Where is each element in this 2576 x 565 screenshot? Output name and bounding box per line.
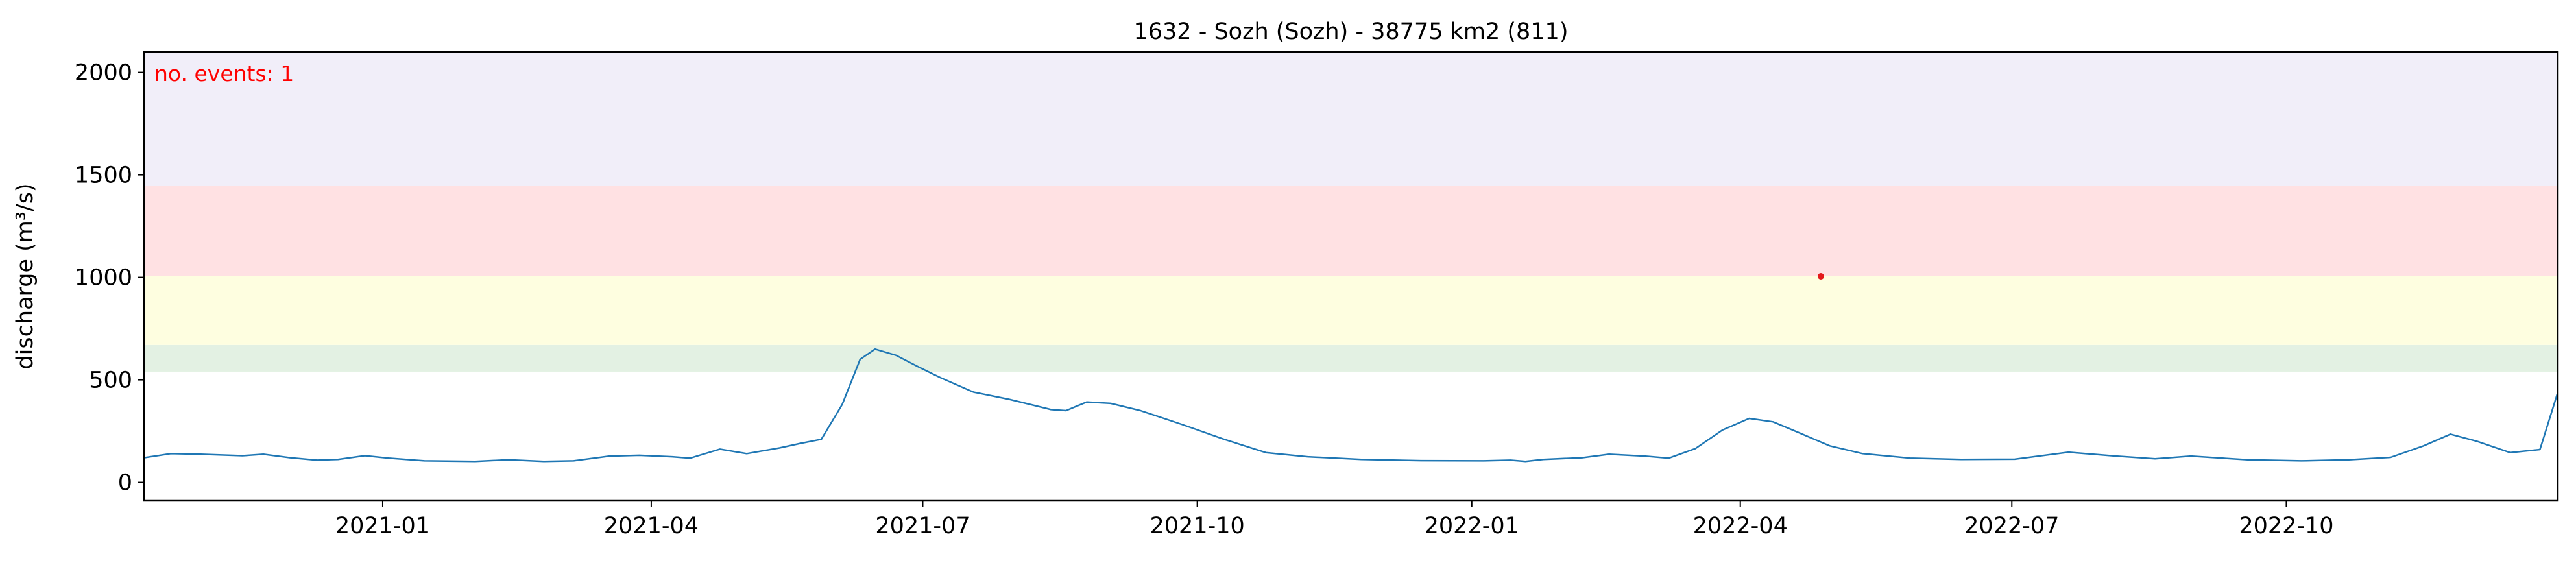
x-axis-ticks: 2021-01 2021-04 2021-07 2021-10 2022-01 2022-… bbox=[335, 501, 2334, 539]
event-markers bbox=[1817, 273, 1824, 280]
threshold-bands bbox=[144, 52, 2558, 372]
y-tick-label: 1000 bbox=[75, 265, 132, 291]
x-tick-label: 2021-07 bbox=[875, 513, 970, 539]
x-tick-label: 2021-10 bbox=[1150, 513, 1245, 539]
y-axis-ticks: 0 500 1000 1500 2000 bbox=[75, 60, 144, 496]
series-line-1 bbox=[143, 348, 2559, 463]
y-tick-label: 500 bbox=[89, 368, 132, 394]
x-tick-label: 2022-10 bbox=[2239, 513, 2333, 539]
events-count-annotation: no. events: 1 bbox=[154, 61, 294, 86]
series-layer bbox=[143, 348, 2559, 463]
threshold-band-3 bbox=[144, 186, 2558, 276]
y-tick-label: 0 bbox=[118, 470, 132, 496]
x-tick-label: 2022-07 bbox=[1964, 513, 2059, 539]
chart-title: 1632 - Sozh (Sozh) - 38775 km2 (811) bbox=[1134, 19, 1569, 45]
y-tick-label: 1500 bbox=[75, 163, 132, 189]
x-tick-label: 2022-04 bbox=[1693, 513, 1788, 539]
y-axis-label: discharge (m³/s) bbox=[12, 183, 38, 369]
x-tick-label: 2021-01 bbox=[335, 513, 430, 539]
x-tick-label: 2021-04 bbox=[604, 513, 699, 539]
y-tick-label: 2000 bbox=[75, 60, 132, 86]
x-tick-label: 2022-01 bbox=[1425, 513, 1519, 539]
threshold-band-1 bbox=[144, 344, 2558, 372]
event-point-1 bbox=[1817, 273, 1824, 280]
threshold-band-4 bbox=[144, 52, 2558, 186]
threshold-band-2 bbox=[144, 276, 2558, 345]
plot-frame bbox=[143, 51, 2559, 502]
